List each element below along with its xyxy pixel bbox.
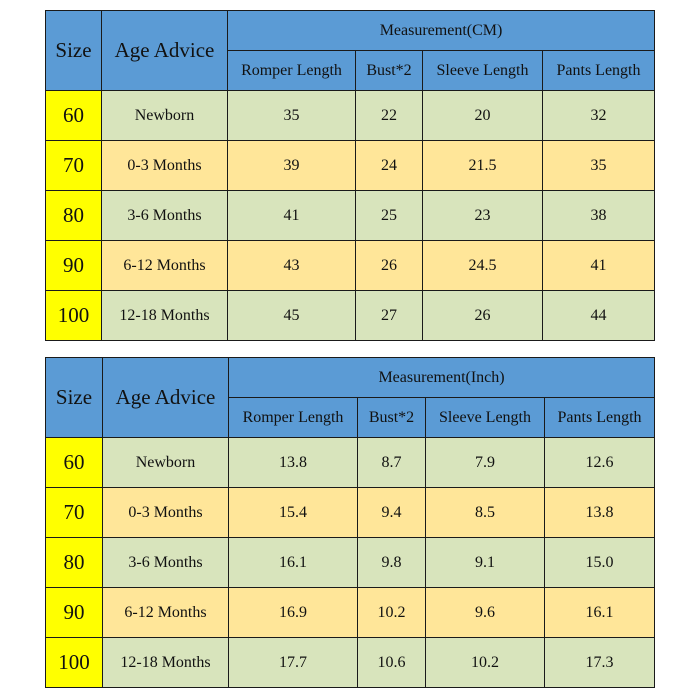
table-row: 90 6-12 Months 16.9 10.2 9.6 16.1	[45, 587, 656, 638]
measurement-cell: 9.1	[425, 537, 545, 588]
age-advice-header: Age Advice	[102, 357, 229, 438]
age-cell: 3-6 Months	[102, 537, 229, 588]
size-cell: 80	[45, 190, 102, 241]
measurement-cell: 38	[541, 190, 656, 241]
measurement-header: Measurement(CM)	[226, 10, 656, 51]
measurement-cell: 26	[422, 290, 543, 341]
measurement-cell: 44	[541, 290, 656, 341]
measurement-cell: 12.6	[543, 437, 656, 488]
column-header: Romper Length	[227, 50, 356, 91]
column-header: Sleeve Length	[425, 397, 545, 438]
measurement-cell: 23	[422, 190, 543, 241]
age-advice-header: Age Advice	[101, 10, 228, 91]
measurement-cell: 13.8	[543, 487, 656, 538]
measurement-cell: 27	[355, 290, 423, 341]
column-header: Bust*2	[357, 397, 426, 438]
table-row: 80 3-6 Months 16.1 9.8 9.1 15.0	[45, 537, 656, 588]
age-cell: 12-18 Months	[101, 290, 228, 341]
size-cell: 70	[45, 140, 102, 191]
size-cell: 60	[45, 90, 102, 141]
measurement-cell: 45	[227, 290, 356, 341]
measurement-cell: 17.3	[543, 637, 656, 688]
measurement-header: Measurement(Inch)	[227, 357, 656, 398]
measurement-cell: 7.9	[425, 437, 545, 488]
measurement-cell: 13.8	[228, 437, 358, 488]
size-cell: 70	[45, 487, 103, 538]
measurement-cell: 41	[227, 190, 356, 241]
table-row: 100 12-18 Months 45 27 26 44	[45, 290, 656, 341]
table-row: 100 12-18 Months 17.7 10.6 10.2 17.3	[45, 637, 656, 688]
table-row: 80 3-6 Months 41 25 23 38	[45, 190, 656, 241]
size-cell: 90	[45, 240, 102, 291]
size-cell: 80	[45, 537, 103, 588]
measurement-cell: 9.4	[357, 487, 426, 538]
measurement-cell: 15.4	[228, 487, 358, 538]
measurement-cell: 43	[227, 240, 356, 291]
age-cell: 6-12 Months	[102, 587, 229, 638]
measurement-cell: 8.7	[357, 437, 426, 488]
column-header: Bust*2	[355, 50, 423, 91]
measurement-cell: 9.8	[357, 537, 426, 588]
column-header: Romper Length	[228, 397, 358, 438]
size-chart-cm: Size Age Advice Measurement(CM) Romper Leng…	[45, 10, 656, 341]
measurement-cell: 24.5	[422, 240, 543, 291]
measurement-cell: 25	[355, 190, 423, 241]
measurement-cell: 26	[355, 240, 423, 291]
measurement-cell: 16.1	[543, 587, 656, 638]
measurement-cell: 22	[355, 90, 423, 141]
measurement-cell: 35	[541, 140, 656, 191]
size-cell: 60	[45, 437, 103, 488]
measurement-cell: 20	[422, 90, 543, 141]
size-cell: 100	[45, 290, 102, 341]
age-cell: 12-18 Months	[102, 637, 229, 688]
measurement-cell: 24	[355, 140, 423, 191]
size-cell: 100	[45, 637, 103, 688]
measurement-cell: 16.9	[228, 587, 358, 638]
measurement-cell: 41	[541, 240, 656, 291]
size-header: Size	[45, 357, 103, 438]
age-cell: Newborn	[101, 90, 228, 141]
size-cell: 90	[45, 587, 103, 638]
table-row: 60 Newborn 13.8 8.7 7.9 12.6	[45, 437, 656, 488]
table-row: 70 0-3 Months 15.4 9.4 8.5 13.8	[45, 487, 656, 538]
measurement-cell: 16.1	[228, 537, 358, 588]
measurement-cell: 39	[227, 140, 356, 191]
table-row: 60 Newborn 35 22 20 32	[45, 90, 656, 141]
column-header: Sleeve Length	[422, 50, 543, 91]
column-header: Pants Length	[543, 397, 656, 438]
table-row: 90 6-12 Months 43 26 24.5 41	[45, 240, 656, 291]
measurement-cell: 10.2	[425, 637, 545, 688]
age-cell: 3-6 Months	[101, 190, 228, 241]
column-header: Pants Length	[541, 50, 656, 91]
size-header: Size	[45, 10, 102, 91]
measurement-cell: 15.0	[543, 537, 656, 588]
age-cell: 6-12 Months	[101, 240, 228, 291]
measurement-cell: 21.5	[422, 140, 543, 191]
measurement-cell: 9.6	[425, 587, 545, 638]
measurement-cell: 32	[541, 90, 656, 141]
measurement-cell: 17.7	[228, 637, 358, 688]
table-row: 70 0-3 Months 39 24 21.5 35	[45, 140, 656, 191]
age-cell: 0-3 Months	[102, 487, 229, 538]
measurement-cell: 35	[227, 90, 356, 141]
size-chart-inch: Size Age Advice Measurement(Inch) Romper Le…	[45, 357, 656, 688]
measurement-cell: 10.6	[357, 637, 426, 688]
measurement-cell: 8.5	[425, 487, 545, 538]
age-cell: 0-3 Months	[101, 140, 228, 191]
age-cell: Newborn	[102, 437, 229, 488]
measurement-cell: 10.2	[357, 587, 426, 638]
